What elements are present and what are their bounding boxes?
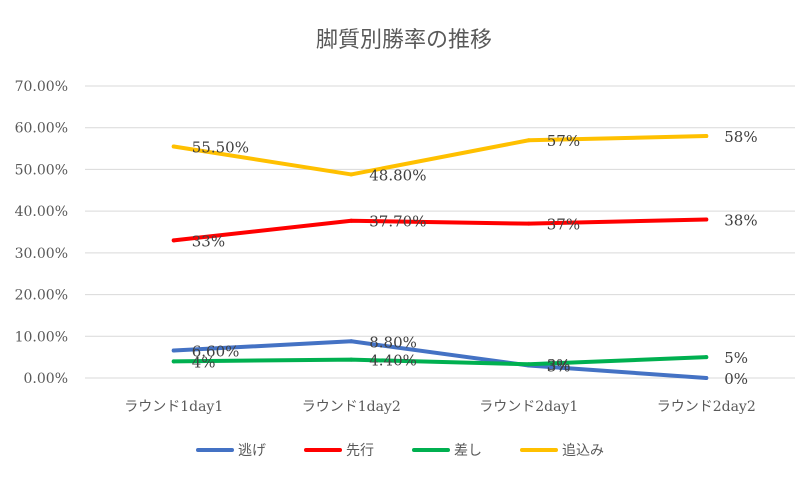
data-label: 5% <box>724 349 748 367</box>
data-label: 37.70% <box>369 213 426 231</box>
data-label: 4.40% <box>369 352 417 370</box>
chart-title: 脚質別勝率の推移 <box>316 28 492 53</box>
y-tick-label: 0.00% <box>24 371 68 387</box>
data-label: 33% <box>192 232 225 250</box>
y-tick-label: 70.00% <box>15 79 68 95</box>
gridlines <box>85 85 795 379</box>
data-point <box>704 217 709 222</box>
data-point <box>171 348 176 353</box>
data-point <box>349 357 354 362</box>
data-label: 58% <box>724 128 757 146</box>
legend-label: 差し <box>454 443 482 459</box>
legend-label: 逃げ <box>238 443 266 459</box>
legend-label: 追込み <box>562 443 604 459</box>
data-label: 3% <box>547 357 571 375</box>
data-point <box>526 138 531 143</box>
data-label: 6.60% <box>192 342 240 360</box>
data-point <box>349 339 354 344</box>
y-tick-label: 30.00% <box>15 246 68 262</box>
data-point <box>349 218 354 223</box>
y-tick-label: 50.00% <box>15 162 68 178</box>
data-label: 3% <box>547 356 571 374</box>
data-point <box>704 376 709 380</box>
data-point <box>704 355 709 360</box>
data-point <box>526 362 531 367</box>
data-labels: 6.60%8.80%3%0%33%37.70% 37% 38%4% 4.40% 3% 5%… <box>192 128 758 388</box>
data-label: 0% <box>724 370 748 388</box>
y-tick-label: 20.00% <box>15 288 68 304</box>
data-point <box>704 134 709 139</box>
series-line <box>171 134 709 177</box>
data-label: 37% <box>547 216 580 234</box>
x-axis-tick-labels: ラウンド1day1 ラウンド1day2 ラウンド2day1 ラウンド2day2 <box>124 399 756 415</box>
data-point <box>171 238 176 243</box>
series-line <box>171 339 709 380</box>
data-label: 55.50% <box>192 138 249 156</box>
series-line <box>171 355 709 367</box>
data-point <box>171 359 176 364</box>
series-line <box>171 217 709 243</box>
data-label: 48.80% <box>369 166 426 184</box>
y-tick-label: 60.00% <box>15 121 68 137</box>
data-label: 4% <box>192 353 216 371</box>
y-axis-tick-labels: 0.00% 10.00% 20.00% 30.00% 40.00% 50.00% 60.00… <box>15 79 68 387</box>
x-tick-label: ラウンド1day1 <box>124 399 223 415</box>
y-tick-label: 40.00% <box>15 204 68 220</box>
data-point <box>349 172 354 177</box>
x-tick-label: ラウンド2day1 <box>479 399 578 415</box>
series-lines <box>171 134 709 380</box>
x-tick-label: ラウンド2day2 <box>657 399 756 415</box>
data-label: 8.80% <box>369 333 417 351</box>
data-label: 57% <box>547 132 580 150</box>
x-tick-label: ラウンド1day2 <box>302 399 401 415</box>
legend: 逃げ 先行 差し 追込み <box>196 443 604 459</box>
data-label: 38% <box>724 211 757 229</box>
y-tick-label: 10.00% <box>15 329 68 345</box>
data-point <box>171 144 176 149</box>
legend-label: 先行 <box>346 443 374 459</box>
data-point <box>526 221 531 226</box>
